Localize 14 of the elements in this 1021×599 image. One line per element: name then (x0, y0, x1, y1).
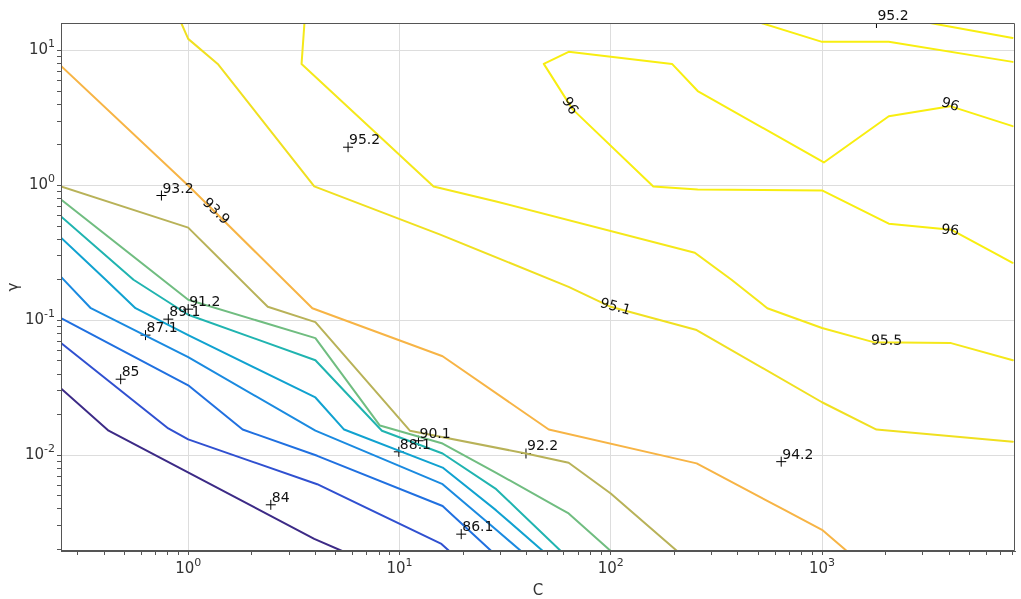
annotation: 96 (940, 220, 960, 239)
annotation: 94.2 (782, 445, 814, 462)
annotation: 87.1 (146, 319, 178, 336)
y-axis-title: γ (3, 282, 22, 292)
x-axis-title: C (532, 580, 544, 599)
annotation: 84 (271, 488, 290, 505)
annotation: 96 (559, 93, 583, 118)
annotation: 95.2 (877, 7, 909, 23)
annotation: 92.2 (526, 437, 559, 454)
annotation: 95.2 (349, 131, 381, 148)
annotation: 93.2 (162, 179, 194, 196)
annotation: 95.1 (598, 294, 633, 318)
annotation: 85 (121, 363, 140, 380)
annotation: 96 (939, 93, 962, 115)
